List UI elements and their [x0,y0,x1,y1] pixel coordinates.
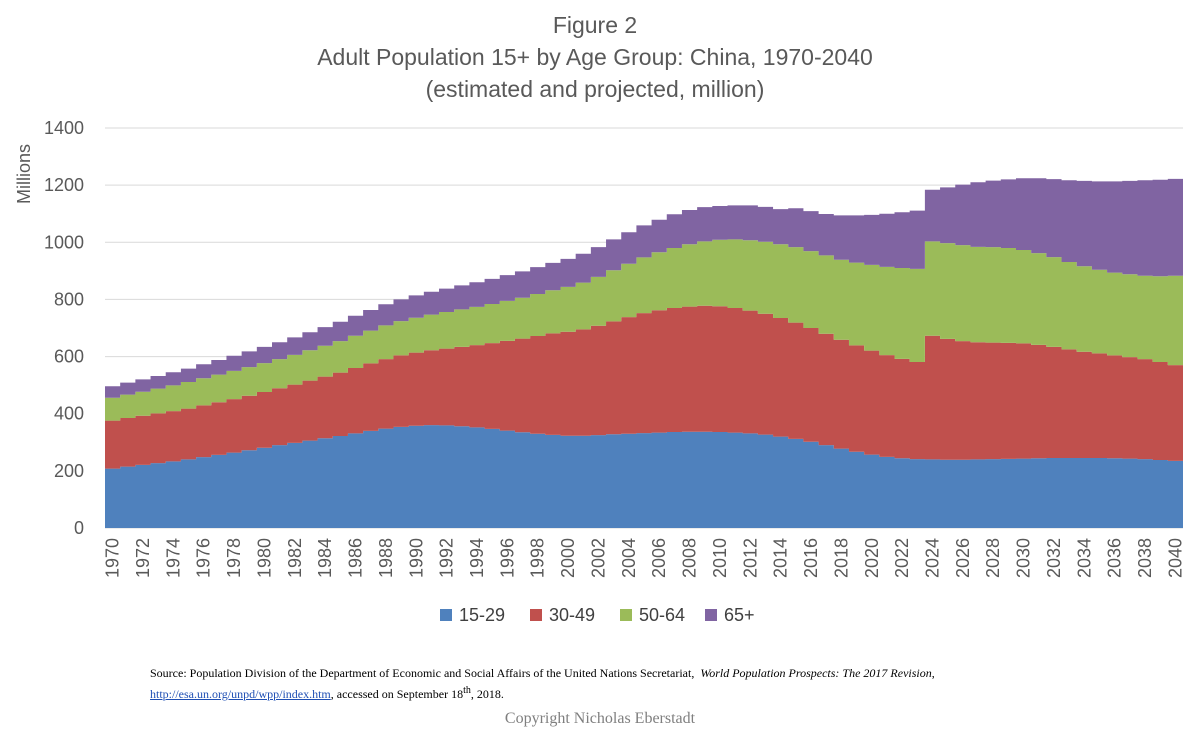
x-tick-label-2008: 2008 [680,538,700,578]
chart-subtitle-line-1: Adult Population 15+ by Age Group: China… [317,44,873,70]
chart: Figure 2 Adult Population 15+ by Age Gro… [14,12,1186,625]
y-tick-label-800: 800 [54,289,84,309]
legend-swatch-15-29 [440,609,452,621]
legend-label-15-29: 15-29 [459,605,505,625]
x-tick-label-2030: 2030 [1014,538,1034,578]
x-tick-label-2018: 2018 [831,538,851,578]
x-tick-label-2040: 2040 [1165,538,1185,578]
x-tick-label-2000: 2000 [558,538,578,578]
source-accessed-sup: th [463,685,471,696]
x-tick-label-2034: 2034 [1074,538,1094,578]
x-tick-label-2002: 2002 [588,538,608,578]
legend-swatch-30-49 [530,609,542,621]
chart-title: Figure 2 [553,12,637,38]
y-tick-label-200: 200 [54,461,84,481]
y-tick-label-400: 400 [54,404,84,424]
source-accessed-suffix: , 2018. [470,687,504,701]
x-tick-label-1978: 1978 [224,538,244,578]
x-tick-label-2016: 2016 [801,538,821,578]
x-tick-label-1992: 1992 [437,538,457,578]
x-tick-label-2004: 2004 [619,538,639,578]
legend: 15-29 30-49 50-64 65+ [440,605,755,625]
area-series-65+ [105,178,1183,398]
x-tick-label-2032: 2032 [1044,538,1064,578]
source-link[interactable]: http://esa.un.org/unpd/wpp/index.htm [150,687,331,701]
area-series-15-29 [105,425,1183,528]
legend-label-65+: 65+ [724,605,755,625]
x-tick-label-2014: 2014 [771,538,791,578]
plot-areas [105,178,1183,528]
copyright: Copyright Nicholas Eberstadt [504,710,696,727]
y-axis-title: Millions [14,144,34,204]
x-tick-label-1976: 1976 [194,538,214,578]
x-tick-label-2006: 2006 [649,538,669,578]
y-axis-ticks: 0 200 400 600 800 1000 1200 1400 [44,118,84,538]
x-tick-label-2024: 2024 [922,538,942,578]
y-tick-label-600: 600 [54,347,84,367]
y-tick-label-1200: 1200 [44,175,84,195]
source-publication: World Population Prospects: The 2017 Rev… [700,666,932,680]
x-tick-label-2038: 2038 [1135,538,1155,578]
x-tick-label-1980: 1980 [254,538,274,578]
source-after-publication: , [931,666,935,680]
source-prefix: Source: Population Division of the Depar… [150,666,695,680]
x-tick-label-1998: 1998 [528,538,548,578]
x-tick-label-1986: 1986 [346,538,366,578]
x-tick-label-1988: 1988 [376,538,396,578]
x-tick-label-1996: 1996 [497,538,517,578]
x-tick-label-1990: 1990 [406,538,426,578]
area-series-50-64 [105,239,1183,421]
x-tick-label-2028: 2028 [983,538,1003,578]
chart-subtitle-line-2: (estimated and projected, million) [426,76,765,102]
source-note: Source: Population Division of the Depar… [150,665,1150,703]
x-tick-label-1972: 1972 [133,538,153,578]
y-tick-label-0: 0 [74,518,84,538]
area-series-30-49 [105,305,1183,469]
x-tick-label-2022: 2022 [892,538,912,578]
legend-label-50-64: 50-64 [639,605,685,625]
x-tick-label-2036: 2036 [1105,538,1125,578]
y-tick-label-1000: 1000 [44,232,84,252]
legend-swatch-65+ [705,609,717,621]
x-tick-label-1970: 1970 [103,538,123,578]
x-tick-label-2010: 2010 [710,538,730,578]
x-tick-label-1982: 1982 [285,538,305,578]
x-tick-label-1994: 1994 [467,538,487,578]
x-tick-label-2026: 2026 [953,538,973,578]
y-tick-label-1400: 1400 [44,118,84,138]
legend-swatch-50-64 [620,609,632,621]
legend-label-30-49: 30-49 [549,605,595,625]
x-tick-label-2020: 2020 [862,538,882,578]
x-tick-label-1984: 1984 [315,538,335,578]
source-accessed-prefix: , accessed on September 18 [330,687,464,701]
x-tick-label-2012: 2012 [740,538,760,578]
x-axis-ticks: 1970 1972 1974 1976 1978 1980 1982 1984 1986 1988… [103,538,1186,578]
x-tick-label-1974: 1974 [163,538,183,578]
